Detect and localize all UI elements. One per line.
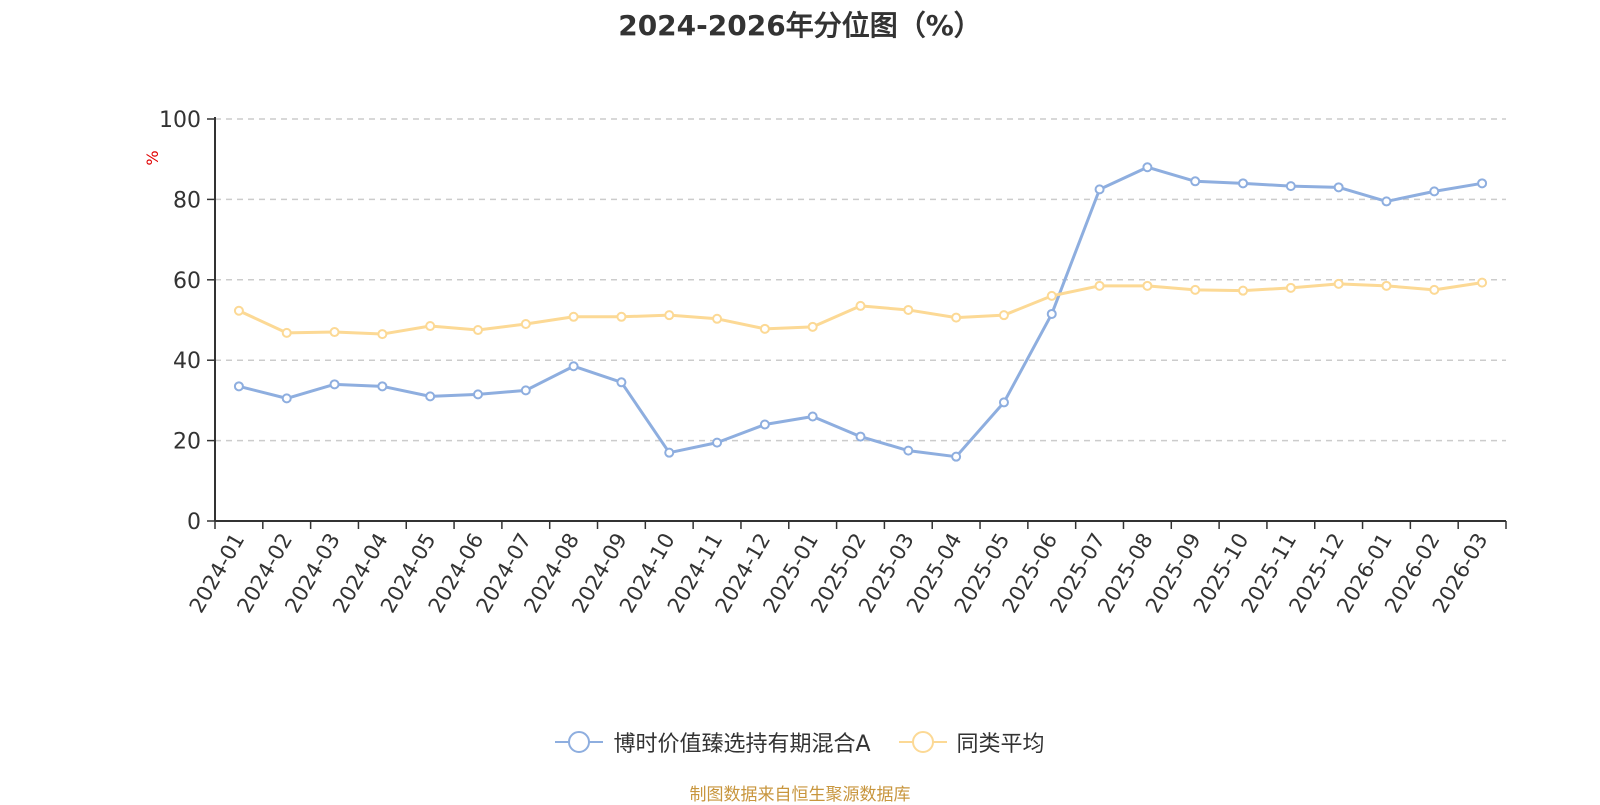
data-point-average bbox=[281, 327, 292, 338]
data-point-average bbox=[664, 310, 675, 321]
data-point-fund bbox=[759, 419, 770, 430]
y-tick-label: 40 bbox=[173, 349, 201, 374]
data-point-average bbox=[807, 321, 818, 332]
data-point-fund bbox=[1333, 182, 1344, 193]
data-point-average bbox=[903, 304, 914, 315]
legend: 博时价值臻选持有期混合A 同类平均 bbox=[0, 722, 1600, 762]
data-point-fund bbox=[1046, 308, 1057, 319]
data-point-average bbox=[233, 305, 244, 316]
data-point-average bbox=[472, 325, 483, 336]
legend-item-fund[interactable]: 博时价值臻选持有期混合A bbox=[555, 726, 871, 758]
data-point-fund bbox=[664, 447, 675, 458]
data-point-fund bbox=[1094, 184, 1105, 195]
data-point-average bbox=[616, 311, 627, 322]
data-point-average bbox=[425, 321, 436, 332]
data-point-fund bbox=[1381, 196, 1392, 207]
data-point-fund bbox=[425, 391, 436, 402]
data-source-note: 制图数据来自恒生聚源数据库 bbox=[689, 785, 911, 805]
data-point-fund bbox=[951, 451, 962, 462]
y-tick-label: 20 bbox=[173, 430, 201, 455]
data-point-fund bbox=[281, 393, 292, 404]
data-point-fund bbox=[233, 381, 244, 392]
data-point-average bbox=[520, 319, 531, 330]
data-point-average bbox=[712, 313, 723, 324]
data-point-fund bbox=[472, 389, 483, 400]
data-point-fund bbox=[903, 445, 914, 456]
y-axis-unit-label: % bbox=[143, 150, 162, 165]
data-point-fund bbox=[807, 411, 818, 422]
data-point-average bbox=[1238, 285, 1249, 296]
data-point-average bbox=[377, 329, 388, 340]
data-point-average bbox=[1429, 284, 1440, 295]
data-point-average bbox=[1477, 277, 1488, 288]
legend-item-average[interactable]: 同类平均 bbox=[898, 726, 1045, 758]
data-point-fund bbox=[1477, 178, 1488, 189]
chart-title: 2024-2026年分位图（%） bbox=[618, 9, 982, 42]
y-tick-label: 100 bbox=[159, 108, 201, 133]
data-point-average bbox=[998, 310, 1009, 321]
data-point-average bbox=[1381, 280, 1392, 291]
data-point-fund bbox=[568, 361, 579, 372]
data-point-average bbox=[759, 323, 770, 334]
legend-line-circle-icon bbox=[898, 731, 947, 753]
data-point-fund bbox=[329, 379, 340, 390]
data-point-fund bbox=[1238, 178, 1249, 189]
data-point-average bbox=[1333, 278, 1344, 289]
data-point-average bbox=[1094, 280, 1105, 291]
data-point-average bbox=[1285, 282, 1296, 293]
y-tick-label: 60 bbox=[173, 269, 201, 294]
data-point-average bbox=[1142, 280, 1153, 291]
y-tick-label: 0 bbox=[187, 510, 201, 535]
series-line-fund bbox=[238, 165, 1483, 459]
legend-line-circle-icon bbox=[555, 731, 604, 753]
data-point-fund bbox=[712, 437, 723, 448]
data-point-fund bbox=[1429, 186, 1440, 197]
data-point-fund bbox=[1142, 162, 1153, 173]
data-point-average bbox=[1190, 284, 1201, 295]
legend-label-fund: 博时价值臻选持有期混合A bbox=[613, 732, 871, 757]
legend-label-average: 同类平均 bbox=[956, 732, 1045, 757]
axes bbox=[207, 117, 1507, 529]
data-point-average bbox=[568, 311, 579, 322]
data-point-fund bbox=[377, 381, 388, 392]
data-point-fund bbox=[520, 385, 531, 396]
data-point-fund bbox=[1190, 176, 1201, 187]
data-point-average bbox=[855, 300, 866, 311]
data-point-fund bbox=[998, 397, 1009, 408]
data-point-average bbox=[951, 312, 962, 323]
y-tick-label: 80 bbox=[173, 188, 201, 213]
series-lines bbox=[233, 162, 1488, 462]
data-point-fund bbox=[616, 377, 627, 388]
data-point-average bbox=[329, 327, 340, 338]
data-point-fund bbox=[1285, 181, 1296, 192]
data-point-average bbox=[1046, 290, 1057, 301]
data-point-fund bbox=[855, 431, 866, 442]
